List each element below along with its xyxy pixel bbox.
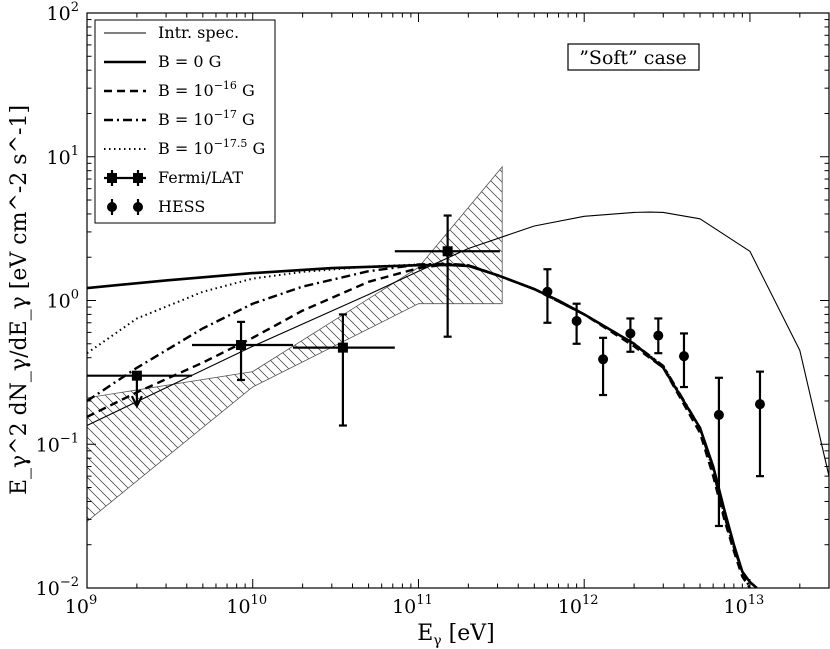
legend-item-b175: B = 10−17.5 G — [104, 137, 265, 158]
hess-point — [571, 302, 582, 345]
legend-item-b0: B = 0 G — [104, 52, 221, 71]
fermi-upper-limit-arrow — [130, 395, 143, 409]
legend-item-b16: B = 10−16 G — [104, 79, 255, 100]
hess-point — [542, 268, 553, 324]
hess-marker — [571, 316, 582, 327]
legend-item-intr: Intr. spec. — [104, 23, 239, 42]
hess-point — [625, 317, 636, 353]
x-axis-label: Eγ [eV] — [417, 621, 495, 649]
legend-label: Fermi/LAT — [158, 168, 243, 187]
y-tick-labels: 10−2 10−1 100 101 102 — [36, 0, 79, 600]
legend-item-hess: HESS — [107, 197, 205, 216]
legend-label: Intr. spec. — [158, 23, 239, 42]
legend-item-b17: B = 10−17 G — [104, 108, 255, 129]
series-line-intr-spec — [87, 211, 829, 477]
hess-marker — [542, 286, 553, 297]
series-line-b-10-17-5-g — [87, 263, 751, 588]
legend-marker-sample — [133, 173, 143, 183]
x-tick-label: 109 — [65, 593, 97, 618]
y-tick-label: 10−2 — [36, 575, 79, 600]
y-tick-label: 102 — [47, 0, 79, 25]
fermi-point — [87, 370, 192, 409]
legend-label: HESS — [158, 197, 205, 216]
y-tick-label: 10−1 — [36, 431, 79, 456]
legend: Intr. spec. B = 0 G B = 10−16 G B = 10−17 G… — [94, 19, 276, 224]
axis-ticks — [86, 12, 830, 589]
hess-marker — [678, 351, 689, 362]
annotation-text: ”Soft” case — [579, 47, 687, 69]
legend-label: B = 10−17 G — [158, 108, 255, 129]
legend-label: B = 0 G — [158, 52, 221, 71]
fermi-point — [293, 313, 395, 427]
fermi-marker — [236, 340, 247, 351]
hess-point — [598, 336, 609, 397]
hess-point — [653, 317, 664, 355]
annotation-box — [567, 43, 700, 71]
fermi-marker — [337, 342, 348, 353]
hess-point — [678, 332, 689, 389]
x-tick-label: 1012 — [558, 593, 599, 618]
x-tick-label: 1011 — [392, 593, 433, 618]
hess-marker — [754, 399, 765, 410]
fermi-point — [394, 214, 500, 338]
legend-marker-sample — [133, 202, 143, 212]
x-tick-label: 1010 — [226, 593, 267, 618]
fermi-marker — [442, 246, 453, 257]
legend-label: B = 10−17.5 G — [158, 137, 265, 158]
x-tick-label: 1013 — [724, 593, 765, 618]
x-tick-labels: 109 1010 1011 1012 1013 — [65, 593, 765, 618]
hess-marker — [625, 328, 636, 339]
hess-point — [754, 370, 765, 478]
hess-marker — [713, 409, 724, 420]
hess-marker — [653, 330, 664, 341]
y-axis-label: E_γ^2 dN_γ/dE_γ [eV cm^-2 s^-1] — [7, 105, 32, 495]
legend-marker-sample — [107, 202, 117, 212]
y-tick-label: 100 — [47, 288, 79, 313]
plot-area — [87, 165, 829, 588]
legend-item-fermi: Fermi/LAT — [104, 168, 243, 187]
y-tick-label: 101 — [47, 144, 79, 169]
fermi-marker — [131, 370, 142, 381]
hess-point — [713, 376, 724, 528]
fermi-point — [191, 320, 294, 382]
fermi-error-band — [87, 165, 503, 523]
legend-box — [94, 19, 276, 224]
legend-label: B = 10−16 G — [158, 79, 255, 100]
legend-marker-sample — [107, 173, 117, 183]
annotation: ”Soft” case — [567, 43, 700, 71]
hess-marker — [598, 354, 609, 365]
